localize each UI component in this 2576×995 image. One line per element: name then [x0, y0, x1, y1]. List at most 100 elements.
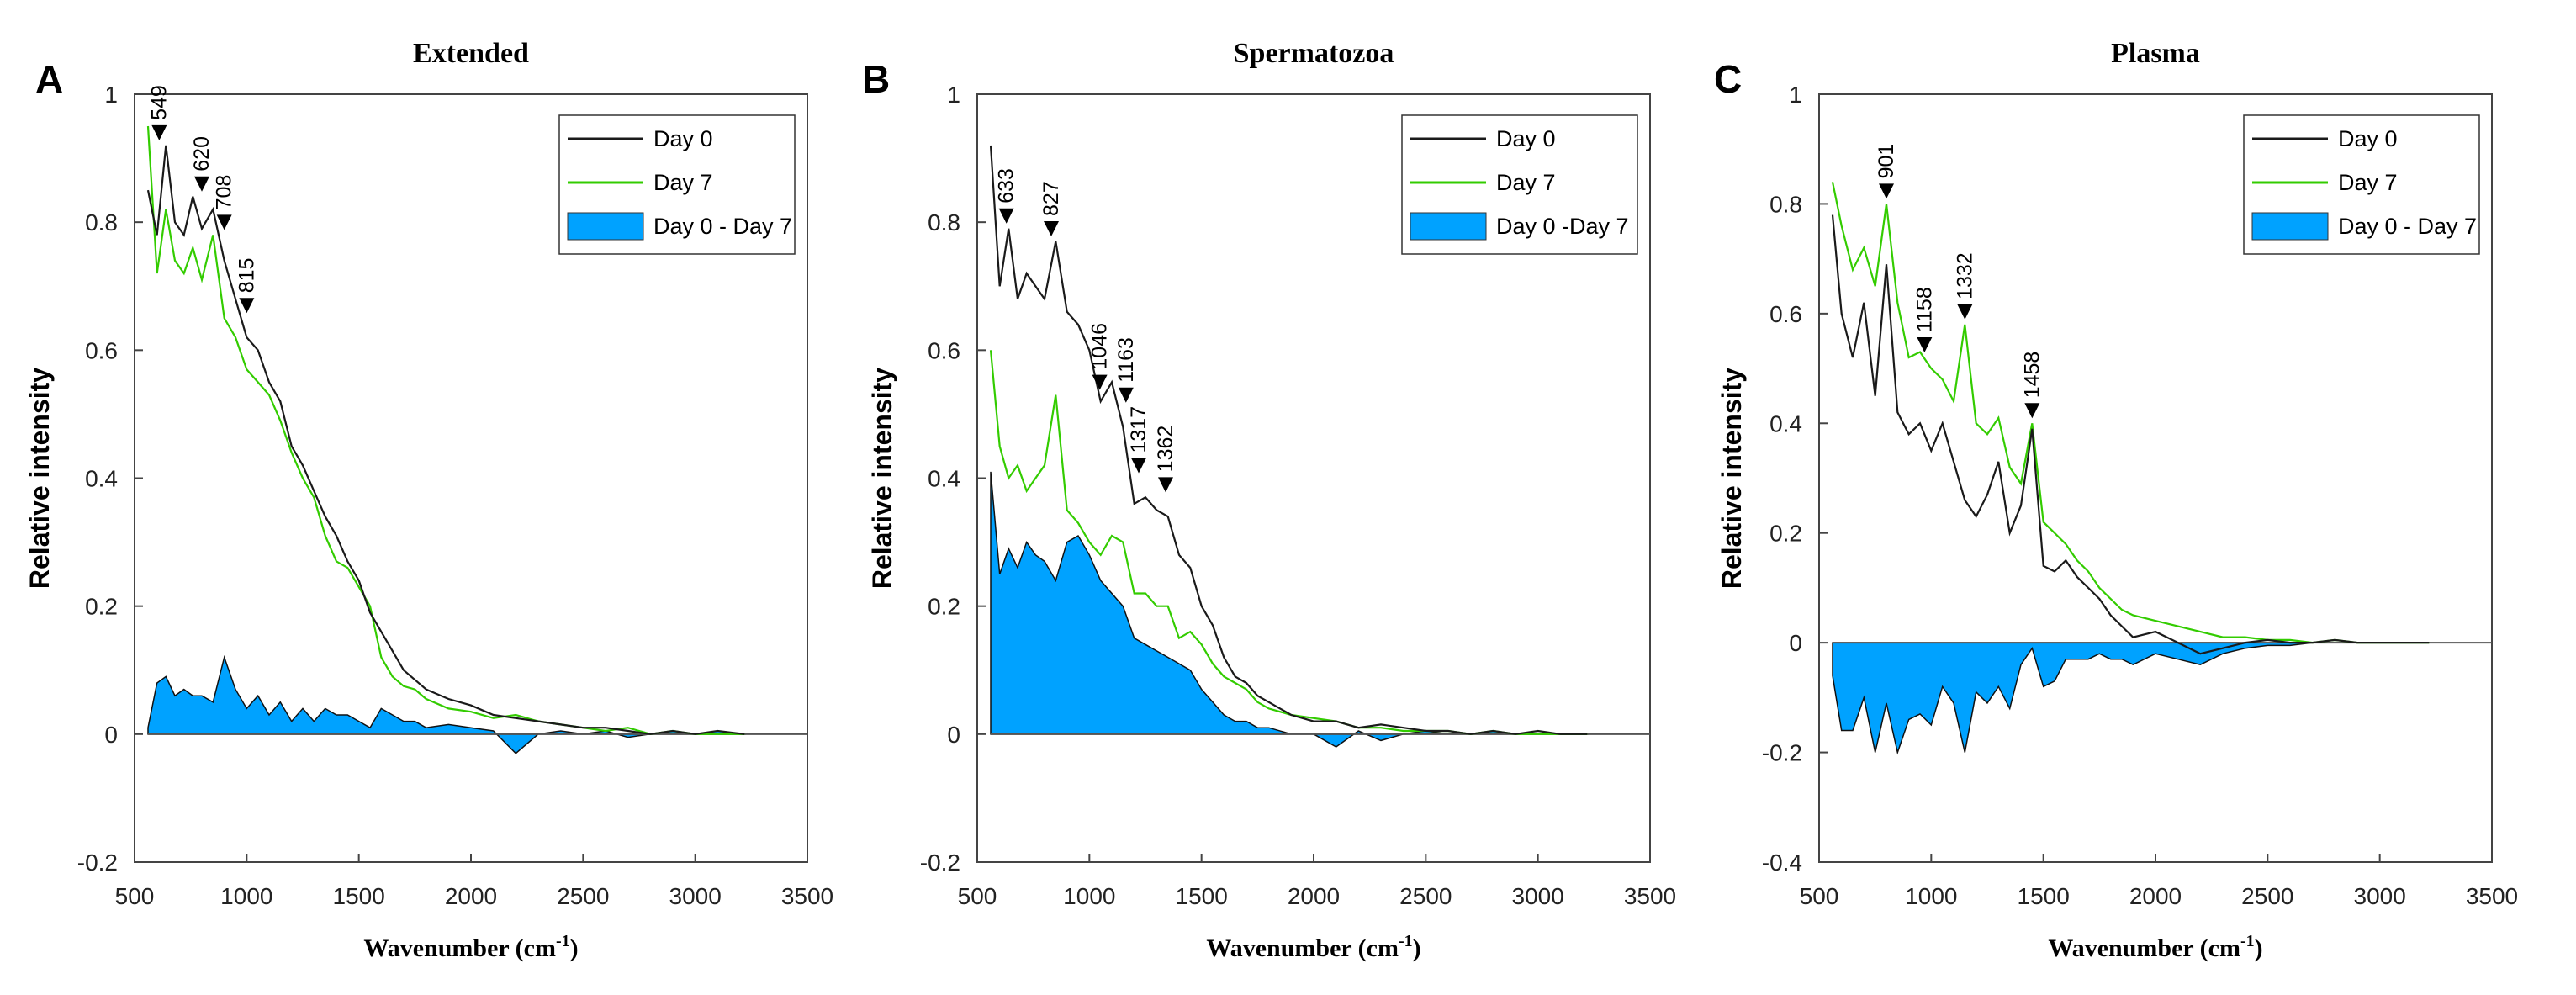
x-tick-label: 2500 [557, 883, 609, 909]
legend-label: Day 7 [653, 170, 713, 195]
chart-title: Extended [413, 38, 529, 69]
legend-label: Day 0 - Day 7 [653, 214, 792, 239]
y-tick-label: 0.6 [928, 337, 960, 363]
x-tick-label: 2500 [1399, 883, 1452, 909]
y-tick-label: 1 [104, 82, 118, 108]
peak-arrow [1118, 387, 1134, 403]
peak-arrow [151, 124, 167, 140]
y-tick-label: 0.6 [85, 337, 118, 363]
peak-label: 1332 [1953, 252, 1976, 299]
y-tick-label: 0.2 [928, 594, 960, 620]
peak-label: 815 [235, 258, 258, 294]
y-tick-label: 0.2 [1769, 521, 1802, 547]
y-tick-label: 0.6 [1769, 301, 1802, 327]
legend: Day 0 Day 7 Day 0 -Day 7 [1401, 114, 1638, 255]
x-tick-label: 2000 [2129, 883, 2182, 909]
chart-title: Spermatozoa [1234, 38, 1394, 69]
y-tick-label: 1 [1789, 82, 1802, 108]
peak-arrow [1917, 337, 1933, 353]
x-tick-label: 500 [1800, 883, 1839, 909]
legend-label: Day 7 [2338, 170, 2398, 195]
y-tick-label: 0.4 [85, 466, 118, 492]
peak-label: 620 [190, 136, 214, 172]
x-tick-label: 2000 [445, 883, 497, 909]
x-tick-label: 1500 [1176, 883, 1228, 909]
legend: Day 0 Day 7 Day 0 - Day 7 [558, 114, 796, 255]
y-tick-label: -0.2 [77, 849, 118, 876]
x-tick-label: 1500 [2018, 883, 2070, 909]
legend-swatch [1410, 212, 1487, 241]
legend-label: Day 0 [2338, 126, 2398, 151]
y-tick-label: 0.4 [1769, 410, 1802, 437]
series-difference-area [1832, 642, 2431, 755]
x-tick-label: 1000 [1905, 883, 1957, 909]
chart-title: Plasma [2111, 38, 2200, 69]
series-day0-line [1831, 214, 2430, 655]
x-tick-label: 500 [115, 883, 155, 909]
peak-arrow [216, 214, 232, 230]
peak-label: 1163 [1114, 337, 1138, 383]
peak-label: 1046 [1088, 323, 1112, 370]
peak-label: 708 [213, 175, 236, 210]
peak-arrow [239, 298, 255, 314]
panel-letter: B [862, 57, 890, 101]
y-tick-label: -0.4 [1762, 849, 1802, 876]
x-tick-label: 1500 [333, 883, 385, 909]
legend-label: Day 0 -Day 7 [1496, 214, 1629, 239]
y-tick-label: 0 [104, 722, 118, 748]
series-day0-line [146, 145, 745, 735]
peak-arrow [2024, 403, 2040, 419]
legend-swatch [567, 212, 644, 241]
peak-arrow [1044, 220, 1059, 236]
y-axis-label: Relative intensity [867, 368, 897, 589]
x-tick-label: 3500 [781, 883, 833, 909]
peak-label: 1158 [1912, 287, 1936, 332]
x-tick-label: 500 [958, 883, 997, 909]
x-tick-label: 1000 [1063, 883, 1115, 909]
peak-arrow [1957, 304, 1973, 320]
peak-arrow [194, 176, 209, 192]
series-day7-line [146, 125, 745, 735]
series-difference-area [990, 471, 1590, 748]
legend-swatch [2251, 212, 2329, 241]
panel-letter: A [35, 57, 63, 101]
peak-label: 901 [1875, 144, 1898, 179]
legend-label: Day 0 [653, 126, 713, 151]
x-axis-label: Wavenumber (cm-1) [363, 932, 578, 962]
y-axis-label: Relative intensity [1716, 368, 1747, 589]
legend-label: Day 7 [1496, 170, 1556, 195]
x-tick-label: 3500 [1624, 883, 1676, 909]
y-tick-label: 0.8 [85, 209, 118, 236]
x-tick-label: 3000 [669, 883, 722, 909]
y-tick-label: -0.2 [920, 849, 960, 876]
x-tick-label: 1000 [220, 883, 272, 909]
y-tick-label: 1 [947, 82, 960, 108]
peak-label: 549 [147, 85, 171, 120]
peak-label: 827 [1039, 181, 1063, 216]
x-axis-label: Wavenumber (cm-1) [2048, 932, 2262, 962]
y-tick-label: -0.2 [1762, 740, 1802, 766]
x-tick-label: 2000 [1288, 883, 1340, 909]
y-tick-label: 0 [1789, 630, 1802, 656]
series-day0-line [989, 145, 1588, 735]
peak-arrow [1092, 374, 1108, 390]
legend: Day 0 Day 7 Day 0 - Day 7 [2243, 114, 2480, 255]
peak-label: 633 [995, 168, 1018, 204]
y-tick-label: 0.2 [85, 594, 118, 620]
peak-arrow [1158, 477, 1173, 493]
y-axis-label: Relative intensity [24, 368, 55, 589]
series-difference-area [147, 654, 747, 754]
y-tick-label: 0.8 [928, 209, 960, 236]
y-tick-label: 0.8 [1769, 191, 1802, 217]
legend-label: Day 0 - Day 7 [2338, 214, 2477, 239]
peak-label: 1317 [1127, 406, 1150, 453]
peak-arrow [1879, 183, 1894, 199]
x-tick-label: 2500 [2241, 883, 2293, 909]
x-tick-label: 3000 [2354, 883, 2406, 909]
x-axis-label: Wavenumber (cm-1) [1206, 932, 1420, 962]
y-tick-label: 0.4 [928, 466, 960, 492]
legend-label: Day 0 [1496, 126, 1556, 151]
